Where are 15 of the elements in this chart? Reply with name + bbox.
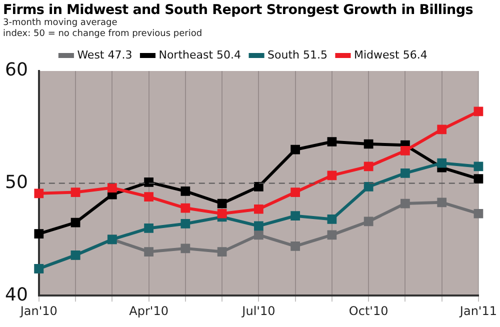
y-tick-label: 40 <box>5 284 28 306</box>
chart-subtitle: 3-month moving average <box>3 18 118 29</box>
text: index: 50 = no change from previous period <box>3 29 204 40</box>
x-tick-label: Apr'10 <box>129 304 168 318</box>
legend-label: South 51.5 <box>268 48 328 62</box>
x-tick-label: Jan'11 <box>458 304 498 318</box>
x-tick-label: Jul'10 <box>241 304 276 318</box>
x-tick-label: Jan'10 <box>19 304 58 318</box>
chart-title: Firms in Midwest and South Report Strongest Growth in Billings <box>3 2 474 18</box>
y-tick-label: 50 <box>5 172 28 193</box>
y-tick-label: 60 <box>5 60 28 81</box>
legend-label: Northeast 50.4 <box>158 48 242 62</box>
legend-label: West 47.3 <box>77 48 132 62</box>
x-tick-label: Oct'10 <box>348 304 388 318</box>
legend-label: Midwest 56.4 <box>354 48 428 62</box>
